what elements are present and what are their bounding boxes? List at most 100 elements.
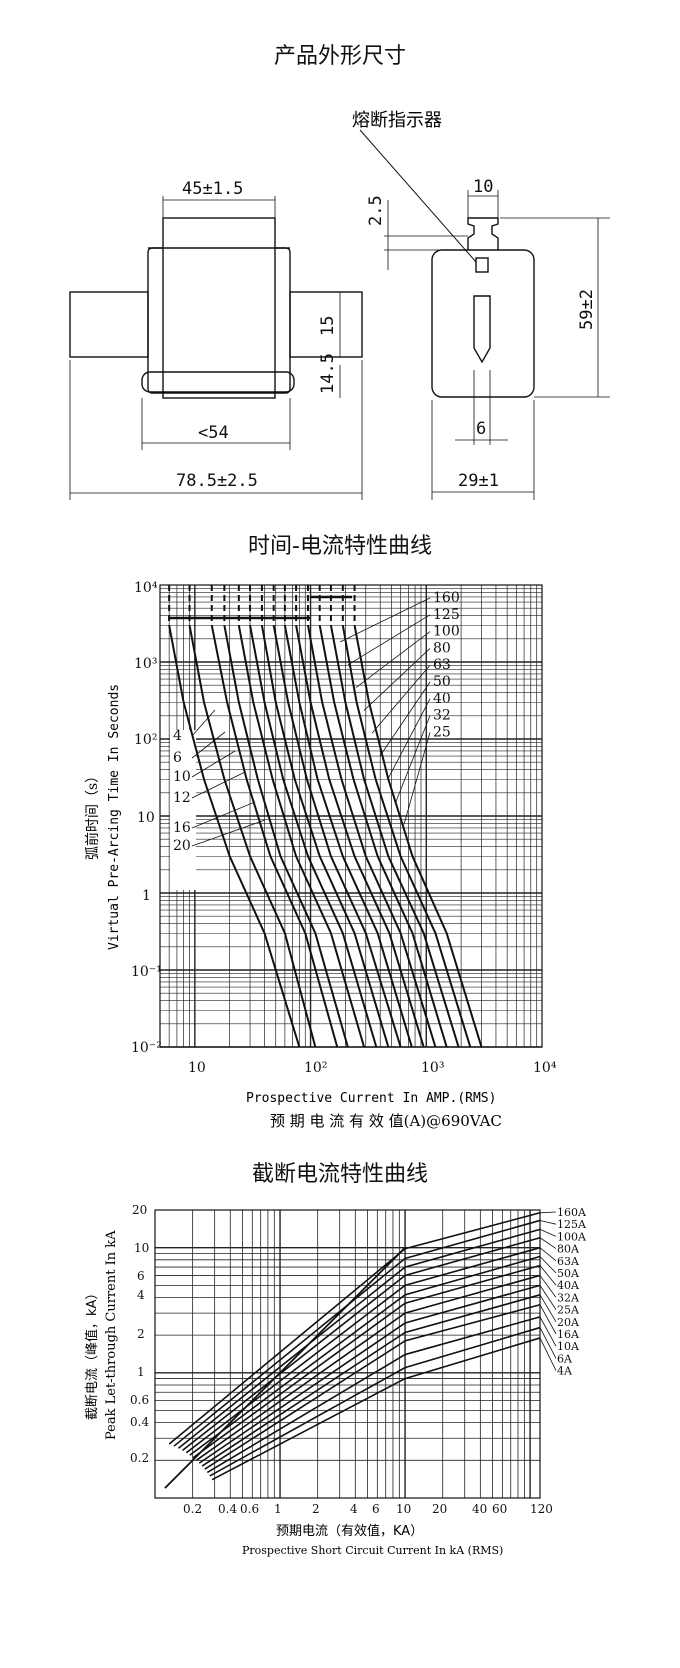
co-ytick-6: 6 <box>137 1269 145 1283</box>
co-leader <box>539 1327 557 1359</box>
co-rating-label: 32A <box>557 1291 580 1304</box>
tc-rating-label: 50 <box>433 674 451 690</box>
tc-rating-label-left: 10 <box>173 769 191 785</box>
tc-curve-160 <box>353 625 483 1048</box>
tc-ytick-1e3: 10³ <box>134 656 157 672</box>
co-xtick-1: 1 <box>274 1502 282 1516</box>
center-slot <box>473 295 491 364</box>
tc-rating-label: 160 <box>433 590 460 606</box>
tc-rating-label: 100 <box>433 624 460 640</box>
tc-ytick-1e-1: 10⁻¹ <box>131 964 162 980</box>
co-xtick-4: 4 <box>350 1502 358 1516</box>
tc-curve-25 <box>260 625 390 1048</box>
tc-curve-80 <box>318 625 448 1048</box>
tc-curve-6 <box>188 625 317 1048</box>
fuse-body-inner <box>162 217 276 399</box>
dim-10: 10 <box>473 177 493 197</box>
tc-curve-16 <box>237 625 366 1048</box>
co-leader <box>539 1237 557 1249</box>
tc-leader <box>339 597 431 643</box>
co-leader <box>539 1220 557 1225</box>
dimension-drawing: 45±1.5 <54 78.5±2.5 10 6 29±1 15 14.5 2.… <box>69 110 610 500</box>
co-rating-label: 125A <box>557 1218 587 1231</box>
tc-rating-label: 63 <box>433 657 451 673</box>
co-leader <box>539 1275 557 1298</box>
co-xtick-6: 6 <box>372 1502 380 1516</box>
co-ytick-4: 4 <box>137 1288 145 1302</box>
co-rating-label: 16A <box>557 1328 580 1341</box>
co-curve-10A <box>206 1316 541 1474</box>
fuse-body-front <box>431 249 535 398</box>
tc-leader-left <box>191 819 266 847</box>
co-curve-50A <box>189 1255 541 1456</box>
dim-78-5: 78.5±2.5 <box>176 471 258 491</box>
tc-rating-label-left: 6 <box>173 750 182 766</box>
tc-xtick-10: 10 <box>188 1060 206 1076</box>
tc-leader-left <box>191 771 246 799</box>
co-curve-80A <box>182 1236 541 1452</box>
co-ytick-1: 1 <box>137 1365 145 1379</box>
tc-xtick-1e2: 10² <box>304 1060 327 1076</box>
cutoff-chart-title: 截断电流特性曲线 <box>251 1162 428 1187</box>
co-curve-63A <box>185 1246 541 1454</box>
co-xtick-10: 10 <box>396 1502 411 1516</box>
tc-ylabel-en: Virtual Pre-Arcing Time In Seconds <box>107 684 122 950</box>
tc-rating-label-left: 20 <box>173 838 191 854</box>
co-leader <box>539 1229 557 1237</box>
dim-15: 15 <box>318 316 338 336</box>
co-xtick-20: 20 <box>432 1502 447 1516</box>
tc-ylabel-cn: 弧前时间（s） <box>84 769 101 860</box>
tc-curve-20 <box>249 625 378 1048</box>
co-ytick-10: 10 <box>134 1241 149 1255</box>
co-curve-40A <box>192 1264 541 1459</box>
co-leader <box>539 1211 557 1214</box>
tc-ytick-10: 10 <box>137 810 155 826</box>
co-xtick-0-4: 0.4 <box>218 1502 237 1516</box>
tc-curve-63 <box>306 625 437 1048</box>
co-rating-label: 100A <box>557 1230 587 1243</box>
co-xtick-2: 2 <box>312 1502 320 1516</box>
co-xtick-60: 60 <box>492 1502 507 1516</box>
co-ytick-0-6: 0.6 <box>130 1393 149 1407</box>
co-leader <box>539 1304 557 1335</box>
co-rating-label: 25A <box>557 1304 580 1317</box>
tc-rating-label-left: 4 <box>173 728 182 744</box>
dim-54: <54 <box>198 423 229 443</box>
tc-rating-label-left: 12 <box>173 790 191 806</box>
co-leader <box>539 1256 557 1274</box>
tc-rating-label: 32 <box>433 708 451 724</box>
tc-xlabel-cn: 预 期 电 流 有 效 值(A)@690VAC <box>270 1112 502 1130</box>
co-curve-32A <box>195 1274 541 1461</box>
co-rating-label: 20A <box>557 1316 580 1329</box>
tc-rating-label: 40 <box>433 691 451 707</box>
dim-14-5: 14.5 <box>318 353 338 394</box>
dim-29: 29±1 <box>458 471 499 491</box>
co-curve-6A <box>209 1326 541 1477</box>
co-ytick-20: 20 <box>132 1203 147 1217</box>
tc-leader <box>387 698 431 779</box>
tc-ytick-1e-2: 10⁻² <box>131 1040 162 1056</box>
tc-xlabel-en: Prospective Current In AMP.(RMS) <box>246 1091 496 1106</box>
tc-leader <box>395 715 431 802</box>
co-leader <box>539 1337 557 1371</box>
co-xtick-0-2: 0.2 <box>183 1502 202 1516</box>
co-curve-125A <box>173 1219 541 1447</box>
co-xtick-0-6: 0.6 <box>240 1502 259 1516</box>
tc-rating-label: 25 <box>433 724 451 740</box>
co-ytick-0-2: 0.2 <box>130 1451 149 1465</box>
tc-ytick-1: 1 <box>142 888 151 904</box>
left-terminal <box>69 291 149 358</box>
co-ylabel-cn: 截断电流（峰值，kA） <box>84 1287 100 1420</box>
co-curve-25A <box>198 1284 541 1464</box>
tc-curve-100 <box>329 625 460 1048</box>
co-ytick-0-4: 0.4 <box>130 1415 149 1429</box>
co-asymptote <box>164 1247 406 1489</box>
tc-ytick-1e4: 10⁴ <box>134 580 158 596</box>
tc-chart-title: 时间-电流特性曲线 <box>248 534 432 559</box>
tc-leader-left <box>191 709 216 737</box>
co-leader <box>539 1316 557 1347</box>
tc-leader <box>347 614 431 666</box>
tc-leader <box>363 648 431 711</box>
dim-45: 45±1.5 <box>182 179 243 199</box>
tc-leader <box>403 732 431 825</box>
